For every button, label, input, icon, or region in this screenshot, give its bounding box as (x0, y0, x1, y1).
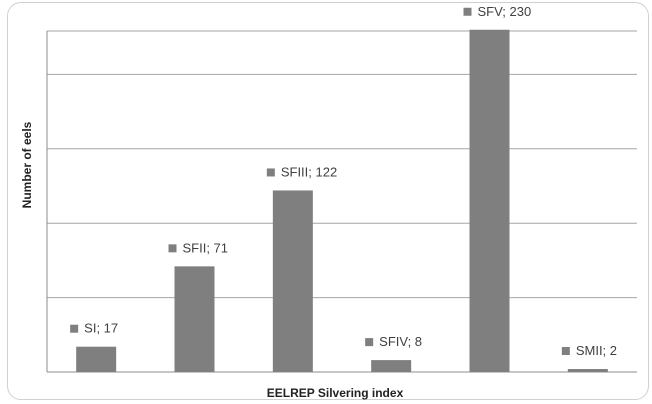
data-label-text: SFII; 71 (183, 240, 229, 255)
bar-sfiv (371, 360, 412, 372)
legend-key-marker (70, 324, 79, 333)
chart-frame (7, 2, 649, 400)
data-label-sfv: SFV; 230 (463, 4, 532, 19)
data-label-text: SFIII; 122 (281, 164, 337, 179)
bar-sfv (469, 29, 510, 372)
data-labels: SI; 17 SFII; 71 SFIII; 122 SFIV; 8 SFV; 230 S… (70, 4, 617, 358)
y-axis-title: Number of eels (20, 121, 34, 208)
x-axis-title: EELREP Silvering index (267, 386, 404, 400)
bars (76, 29, 608, 372)
bar-si (76, 346, 117, 372)
data-label-sfiv: SFIV; 8 (365, 334, 422, 349)
bar-sfii (174, 266, 215, 372)
bar-sfiii (272, 190, 313, 372)
data-label-smii: SMII; 2 (561, 343, 617, 358)
data-label-text: SFIV; 8 (379, 334, 422, 349)
legend-key-marker (561, 347, 570, 356)
legend-key-marker (463, 7, 472, 16)
data-label-sfiii: SFIII; 122 (266, 164, 337, 179)
data-label-text: SMII; 2 (576, 343, 617, 358)
data-label-si: SI; 17 (70, 321, 118, 336)
bar-smii (567, 369, 608, 372)
legend-key-marker (168, 244, 177, 253)
legend-key-marker (365, 338, 374, 347)
data-label-text: SI; 17 (84, 321, 118, 336)
data-label-text: SFV; 230 (478, 4, 532, 19)
legend-key-marker (266, 168, 275, 177)
data-label-sfii: SFII; 71 (168, 240, 229, 255)
gridlines (46, 30, 637, 373)
